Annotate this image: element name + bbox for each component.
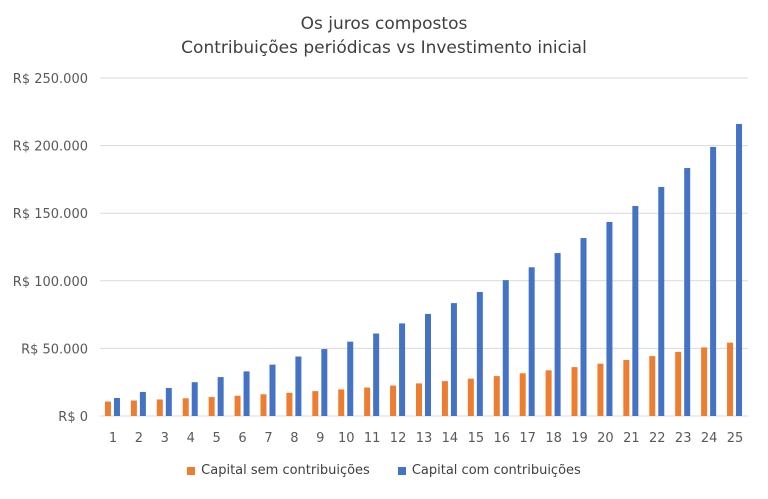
- y-tick-label: R$ 200.000: [13, 140, 88, 155]
- bar-com-contribuicoes: [425, 313, 431, 416]
- legend-label: Capital sem contribuições: [201, 463, 370, 478]
- x-tick-label: 12: [390, 431, 407, 446]
- bar-com-contribuicoes: [502, 280, 509, 416]
- x-tick-label: 3: [161, 431, 169, 446]
- bar-sem-contribuicoes: [390, 385, 397, 416]
- y-tick-label: R$ 250.000: [13, 72, 88, 87]
- bar-sem-contribuicoes: [623, 360, 630, 416]
- x-tick-label: 1: [109, 431, 117, 446]
- legend: Capital sem contribuições Capital com co…: [0, 463, 768, 478]
- bar-com-contribuicoes: [243, 371, 250, 416]
- x-tick-label: 9: [316, 431, 324, 446]
- legend-item-sem: Capital sem contribuições: [187, 463, 370, 478]
- x-tick-label: 10: [338, 431, 355, 446]
- x-tick-label: 15: [468, 431, 485, 446]
- x-tick-label: 8: [290, 431, 298, 446]
- bar-com-contribuicoes: [684, 168, 691, 416]
- bar-com-contribuicoes: [191, 382, 198, 416]
- y-tick-label: R$ 100.000: [13, 275, 88, 290]
- bar-com-contribuicoes: [606, 221, 613, 416]
- bar-com-contribuicoes: [399, 323, 406, 416]
- bar-sem-contribuicoes: [234, 395, 241, 416]
- bar-com-contribuicoes: [658, 186, 665, 416]
- legend-swatch-blue: [397, 466, 406, 475]
- x-tick-label: 6: [238, 431, 246, 446]
- y-tick-label: R$ 50.000: [21, 342, 88, 357]
- bar-sem-contribuicoes: [104, 401, 111, 416]
- bar-com-contribuicoes: [736, 123, 743, 416]
- bar-sem-contribuicoes: [130, 400, 137, 416]
- x-tick-label: 22: [649, 431, 666, 446]
- bar-sem-contribuicoes: [467, 378, 474, 416]
- bar-sem-contribuicoes: [364, 387, 371, 416]
- bar-sem-contribuicoes: [286, 392, 293, 416]
- bar-sem-contribuicoes: [597, 363, 604, 416]
- bar-sem-contribuicoes: [649, 356, 656, 416]
- bar-sem-contribuicoes: [571, 367, 578, 416]
- x-tick-label: 13: [416, 431, 433, 446]
- bar-com-contribuicoes: [139, 391, 146, 416]
- bar-com-contribuicoes: [217, 377, 224, 416]
- bar-com-contribuicoes: [710, 146, 717, 416]
- bar-sem-contribuicoes: [727, 342, 734, 416]
- bar-sem-contribuicoes: [675, 351, 682, 416]
- legend-item-com: Capital com contribuições: [397, 463, 581, 478]
- legend-label: Capital com contribuições: [411, 463, 581, 478]
- bar-com-contribuicoes: [347, 341, 354, 416]
- y-tick-label: R$ 150.000: [13, 207, 88, 222]
- bar-sem-contribuicoes: [493, 376, 500, 416]
- chart-title: Os juros compostos: [300, 14, 468, 34]
- bar-com-contribuicoes: [528, 267, 535, 416]
- x-tick-label: 4: [187, 431, 195, 446]
- bar-sem-contribuicoes: [441, 381, 448, 416]
- bar-com-contribuicoes: [321, 349, 328, 416]
- x-tick-label: 25: [727, 431, 744, 446]
- bar-sem-contribuicoes: [545, 370, 552, 416]
- x-tick-label: 24: [701, 431, 718, 446]
- bar-com-contribuicoes: [476, 292, 483, 416]
- x-tick-label: 2: [135, 431, 143, 446]
- bar-sem-contribuicoes: [312, 391, 319, 416]
- bar-sem-contribuicoes: [338, 389, 345, 416]
- x-tick-label: 17: [519, 431, 536, 446]
- bar-com-contribuicoes: [295, 356, 302, 416]
- x-tick-label: 7: [264, 431, 272, 446]
- legend-swatch-orange: [187, 466, 196, 475]
- bar-sem-contribuicoes: [182, 398, 189, 416]
- bar-com-contribuicoes: [113, 398, 120, 416]
- bar-sem-contribuicoes: [260, 394, 267, 416]
- x-tick-label: 11: [364, 431, 381, 446]
- x-tick-label: 19: [571, 431, 588, 446]
- bar-com-contribuicoes: [165, 388, 172, 416]
- x-tick-label: 23: [675, 431, 692, 446]
- chart-subtitle: Contribuições periódicas vs Investimento…: [181, 38, 587, 58]
- bar-sem-contribuicoes: [701, 347, 708, 416]
- bar-com-contribuicoes: [269, 364, 276, 416]
- x-tick-label: 16: [493, 431, 510, 446]
- bar-sem-contribuicoes: [416, 383, 422, 416]
- bar-com-contribuicoes: [580, 238, 587, 416]
- bar-com-contribuicoes: [554, 253, 561, 416]
- x-tick-label: 20: [597, 431, 614, 446]
- bar-com-contribuicoes: [373, 333, 380, 416]
- y-tick-label: R$ 0: [58, 410, 88, 425]
- bar-com-contribuicoes: [450, 303, 457, 416]
- x-tick-label: 21: [623, 431, 640, 446]
- x-tick-label: 5: [212, 431, 220, 446]
- bar-sem-contribuicoes: [156, 399, 163, 416]
- bar-sem-contribuicoes: [519, 373, 526, 416]
- x-tick-label: 14: [442, 431, 459, 446]
- x-tick-label: 18: [545, 431, 562, 446]
- bar-com-contribuicoes: [632, 206, 639, 416]
- bar-sem-contribuicoes: [208, 397, 215, 416]
